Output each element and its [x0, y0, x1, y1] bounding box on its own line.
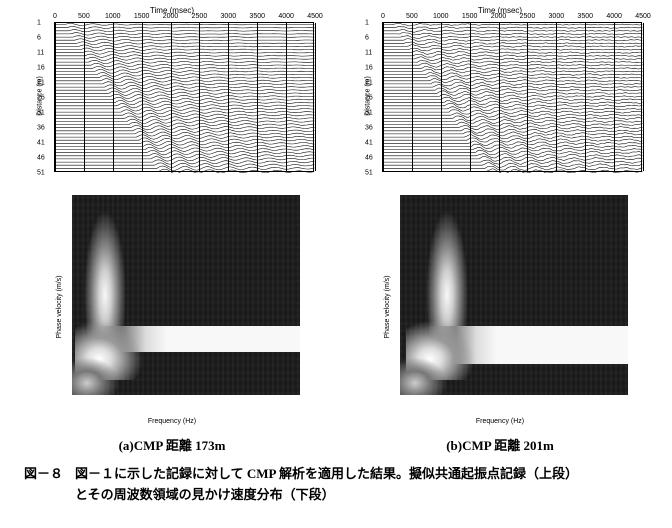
xtick-label: 3000	[549, 13, 565, 20]
xtick-label: 2500	[520, 13, 536, 20]
xtick-label: 1000	[433, 13, 449, 20]
heatmap-xlabel-a: Frequency (Hz)	[148, 418, 196, 425]
seismo-panel-a: Time (msec) Distance (m) 050010001500200…	[22, 8, 322, 183]
ytick-label: 21	[37, 80, 45, 87]
seismo-plot-b: 0500100015002000250030003500400045001611…	[382, 22, 642, 172]
xtick-label: 3500	[577, 13, 593, 20]
xtick-label: 2000	[491, 13, 507, 20]
heatmap-panel-a: Phase velocity (m/s) 0501001502000.01.02…	[22, 187, 322, 427]
xtick-label: 2500	[192, 13, 208, 20]
xtick-label: 4000	[278, 13, 294, 20]
xtick-label: 4500	[307, 13, 323, 20]
ytick-label: 36	[365, 125, 373, 132]
ytick-label: 11	[37, 50, 44, 57]
ytick-label: 31	[37, 110, 45, 117]
ytick-label: 6	[365, 35, 369, 42]
caption-line1: 図－１に示した記録に対して CMP 解析を適用した結果。擬似共通起振点記録（上段…	[75, 466, 578, 481]
ytick-label: 16	[37, 65, 45, 72]
caption-label: 図－８	[24, 464, 75, 506]
seismo-panel-b: Time (msec) Distance (m) 050010001500200…	[350, 8, 650, 183]
ytick-label: 46	[365, 155, 373, 162]
low-corner-energy	[72, 355, 122, 395]
xtick-label: 500	[78, 13, 90, 20]
ytick-label: 11	[365, 50, 372, 57]
ytick-label: 6	[37, 35, 41, 42]
ytick-label: 31	[365, 110, 373, 117]
column-b: Time (msec) Distance (m) 050010001500200…	[348, 8, 652, 454]
figure-caption: 図－８ 図－１に示した記録に対して CMP 解析を適用した結果。擬似共通起振点記…	[0, 454, 672, 506]
heatmap-xlabel-b: Frequency (Hz)	[476, 418, 524, 425]
ytick-label: 26	[365, 95, 373, 102]
ytick-label: 26	[37, 95, 45, 102]
gridline	[315, 23, 316, 171]
ytick-label: 51	[37, 170, 45, 177]
caption-text: 図－１に示した記録に対して CMP 解析を適用した結果。擬似共通起振点記録（上段…	[75, 464, 648, 506]
xtick-label: 1000	[105, 13, 121, 20]
ytick-label: 1	[37, 20, 41, 27]
xtick-label: 500	[406, 13, 418, 20]
ytick-label: 51	[365, 170, 373, 177]
xtick-label: 0	[53, 13, 57, 20]
xtick-label: 1500	[134, 13, 150, 20]
ytick-label: 41	[37, 140, 45, 147]
ytick-label: 1	[365, 20, 369, 27]
ytick-label: 46	[37, 155, 45, 162]
xtick-label: 3000	[221, 13, 237, 20]
caption-line2: とその周波数領域の見かけ速度分布（下段）	[75, 487, 335, 502]
heatmap-plot-b: 0501001502000.01.02.03.04.05.06.07.08.09…	[400, 195, 628, 395]
xtick-label: 3500	[249, 13, 265, 20]
heatmap-panel-b: Phase velocity (m/s) 0501001502000.01.02…	[350, 187, 650, 427]
xtick-label: 2000	[163, 13, 179, 20]
ytick-label: 41	[365, 140, 373, 147]
seismic-traces	[383, 23, 643, 173]
seismic-traces	[55, 23, 315, 173]
gridline	[643, 23, 644, 171]
xtick-label: 4500	[635, 13, 651, 20]
low-corner-energy	[400, 355, 450, 395]
subcaption-b: (b)CMP 距離 201m	[446, 435, 554, 454]
heatmap-plot-a: 0501001502000.01.02.03.04.05.06.07.08.09…	[72, 195, 300, 395]
ytick-label: 16	[365, 65, 373, 72]
seismo-plot-a: 0500100015002000250030003500400045001611…	[54, 22, 314, 172]
column-a: Time (msec) Distance (m) 050010001500200…	[20, 8, 324, 454]
xtick-label: 0	[381, 13, 385, 20]
subcaption-a: (a)CMP 距離 173m	[119, 435, 226, 454]
xtick-label: 1500	[462, 13, 478, 20]
xtick-label: 4000	[606, 13, 622, 20]
ytick-label: 36	[37, 125, 45, 132]
heatmap-ylabel-b: Phase velocity (m/s)	[384, 275, 391, 338]
heatmap-ylabel-a: Phase velocity (m/s)	[56, 275, 63, 338]
figure-grid: Time (msec) Distance (m) 050010001500200…	[0, 0, 672, 454]
ytick-label: 21	[365, 80, 373, 87]
